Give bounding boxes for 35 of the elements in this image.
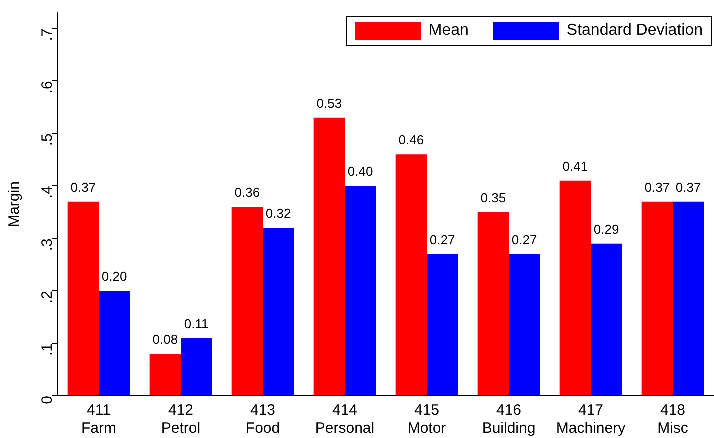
data-label: 0.46	[398, 132, 424, 148]
y-tick-label: .6	[39, 81, 56, 94]
data-label: 0.37	[644, 180, 670, 195]
x-tick-label: 412 Petrol	[161, 402, 201, 438]
x-tick-label: 416 Building	[482, 402, 536, 438]
data-label: 0.08	[152, 332, 178, 348]
x-tick-label: 417 Machinery	[556, 402, 626, 438]
y-tick-label: .7	[39, 28, 56, 42]
legend-label: Standard Deviation	[566, 22, 703, 40]
data-label: 0.11	[184, 316, 209, 332]
y-tick-label: 0	[39, 396, 56, 404]
data-label: 0.20	[102, 269, 128, 284]
x-tick-label: 418 Misc	[658, 402, 689, 438]
data-label: 0.35	[480, 190, 506, 206]
data-label: 0.37	[676, 180, 702, 195]
data-label: 0.27	[430, 232, 456, 248]
data-label: 0.53	[316, 96, 342, 112]
data-label: 0.36	[234, 185, 260, 200]
y-tick-label: .2	[39, 291, 56, 304]
y-tick-label: .3	[39, 238, 56, 252]
y-tick-label: .5	[39, 134, 56, 146]
x-tick-label: 415 Motor	[408, 402, 446, 438]
data-label: 0.27	[512, 232, 538, 248]
y-axis-title: Margin	[6, 182, 24, 228]
data-label: 0.40	[348, 164, 374, 180]
data-label: 0.32	[266, 206, 292, 222]
y-tick-label: .4	[39, 186, 56, 199]
x-tick-label: 413 Food	[246, 402, 280, 438]
data-label: 0.29	[594, 222, 620, 237]
legend-label: Mean	[428, 22, 469, 40]
data-label: 0.41	[562, 158, 588, 174]
x-tick-label: 414 Personal	[315, 402, 375, 438]
data-label: 0.37	[70, 180, 96, 195]
x-tick-label: 411 Farm	[82, 402, 116, 438]
y-tick-label: .1	[39, 344, 56, 356]
